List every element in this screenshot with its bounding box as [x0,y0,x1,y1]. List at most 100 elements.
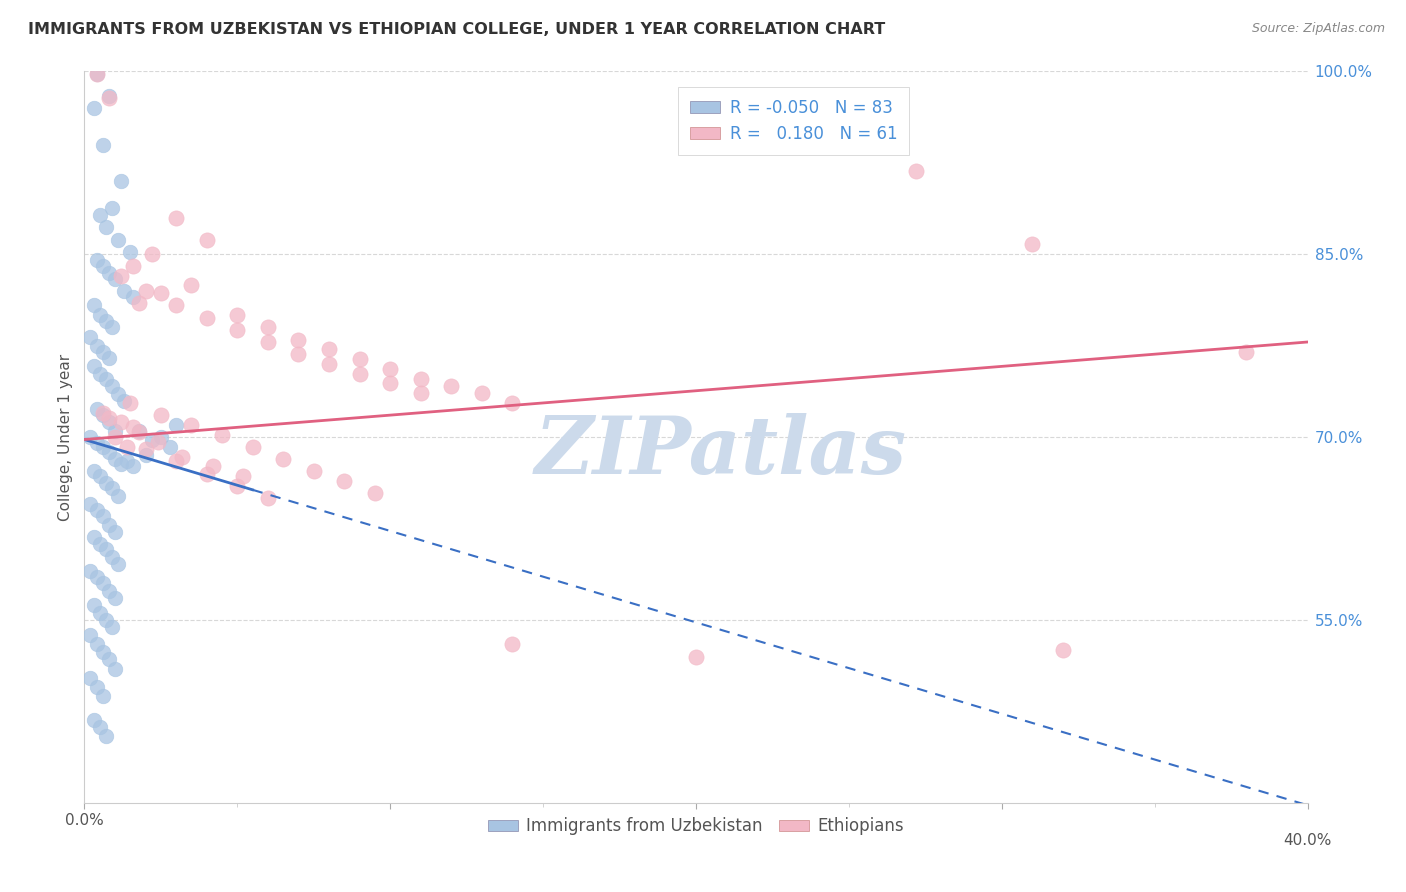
Point [79,330,101,344]
Point [83,530,105,544]
Point [94,371,117,385]
Point [1052,643,1074,657]
Point [110,457,132,471]
Point [349,352,371,367]
Point [91,260,114,274]
Point [91,576,114,591]
Point [97,652,120,666]
Point [1021,237,1043,252]
Point [86,402,108,417]
Y-axis label: College, Under 1 year: College, Under 1 year [58,353,73,521]
Point [257,491,280,505]
Point [97,416,120,430]
Point [165,417,187,432]
Point [94,220,117,235]
Point [440,379,463,393]
Point [104,271,127,285]
Point [86,503,108,517]
Point [101,320,124,334]
Point [89,469,111,483]
Text: 40.0%: 40.0% [1284,833,1331,848]
Point [112,393,135,408]
Point [86,253,108,268]
Point [83,298,105,312]
Point [104,452,127,467]
Point [97,88,120,103]
Point [89,537,111,551]
Point [97,351,120,365]
Point [79,430,101,444]
Point [91,137,114,152]
Point [104,662,127,676]
Point [409,386,432,401]
Point [257,334,280,349]
Point [94,314,117,328]
Point [89,367,111,381]
Point [104,430,127,444]
Point [232,469,254,483]
Point [380,376,402,391]
Point [128,424,150,438]
Point [149,430,172,444]
Point [94,542,117,557]
Point [242,440,264,454]
Point [79,497,101,511]
Point [79,564,101,578]
Point [97,583,120,598]
Point [91,344,114,359]
Point [91,689,114,703]
Point [471,386,494,401]
Point [94,476,117,491]
Point [107,233,129,247]
Point [128,296,150,310]
Point [211,427,233,442]
Point [271,452,294,467]
Point [97,410,120,425]
Point [502,396,524,410]
Point [122,459,145,474]
Point [86,680,108,694]
Point [195,467,218,481]
Point [122,260,145,274]
Point [380,361,402,376]
Point [101,620,124,634]
Point [86,67,108,81]
Point [94,613,117,627]
Point [101,201,124,215]
Point [115,454,138,468]
Point [122,290,145,304]
Point [83,713,105,727]
Point [180,277,202,292]
Point [409,371,432,385]
Point [91,645,114,659]
Point [905,164,928,178]
Point [97,444,120,458]
Point [89,308,111,322]
Point [257,320,280,334]
Point [79,672,101,686]
Point [333,474,356,488]
Point [135,448,157,462]
Point [141,433,163,447]
Point [110,174,132,188]
Point [107,489,129,503]
Point [149,408,172,422]
Point [86,570,108,584]
Point [180,417,202,432]
Legend: Immigrants from Uzbekistan, Ethiopians: Immigrants from Uzbekistan, Ethiopians [481,811,911,842]
Point [89,720,111,734]
Point [120,244,142,259]
Point [1236,344,1258,359]
Point [110,416,132,430]
Point [101,379,124,393]
Point [104,525,127,540]
Point [165,454,187,468]
Point [101,481,124,495]
Point [83,101,105,115]
Point [195,233,218,247]
Point [97,91,120,105]
Point [135,284,157,298]
Point [104,591,127,605]
Point [83,464,105,478]
Point [364,486,387,500]
